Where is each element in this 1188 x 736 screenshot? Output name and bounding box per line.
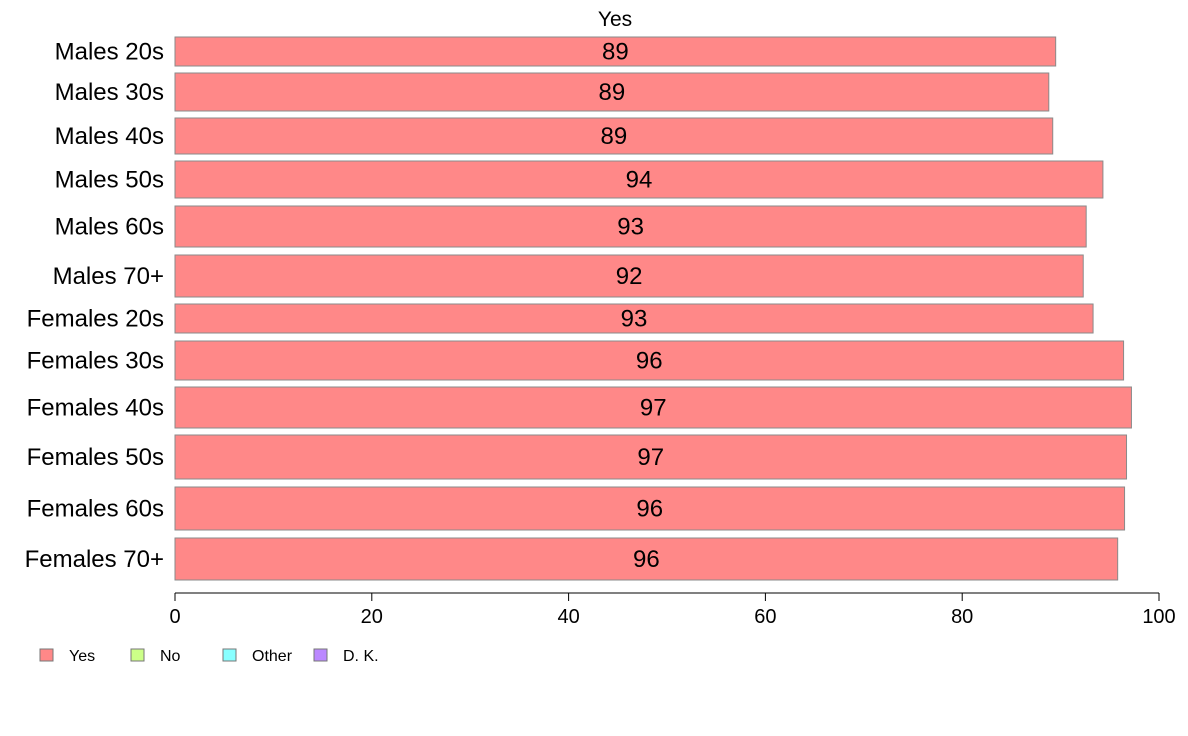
legend-label: Other (252, 648, 293, 665)
bar (174, 340, 1125, 381)
bar (174, 117, 1054, 155)
bar (174, 205, 1087, 248)
legend-swatch (222, 648, 237, 662)
legend-label: Yes (69, 648, 95, 665)
data-label: 89 (601, 123, 628, 150)
data-label: 94 (626, 167, 653, 194)
bars-group: Males 20s 89 Males 30s 89 Males 40s 89 Males 5… (25, 36, 1132, 581)
legend: Yes No Other D. K. (39, 648, 379, 665)
bar (174, 486, 1126, 531)
legend-swatch (130, 648, 145, 662)
x-tick-label: 60 (754, 606, 776, 628)
category-label: Females 60s (27, 496, 164, 523)
x-tick-label: 80 (951, 606, 973, 628)
x-tick-label: 0 (169, 606, 180, 628)
legend-swatch (39, 648, 54, 662)
data-label: 89 (602, 39, 629, 66)
data-label: 89 (599, 79, 626, 106)
category-label: Females 40s (27, 395, 164, 422)
x-tick-label: 100 (1142, 606, 1175, 628)
x-tick-label: 40 (557, 606, 579, 628)
bar (174, 434, 1128, 480)
x-tick-label: 20 (361, 606, 383, 628)
data-label: 96 (636, 496, 663, 523)
bar (174, 160, 1104, 199)
bar (174, 537, 1119, 581)
data-label: 97 (640, 395, 667, 422)
category-label: Males 50s (55, 167, 164, 194)
bar (174, 72, 1050, 112)
category-label: Females 50s (27, 444, 164, 471)
legend-label: D. K. (343, 648, 379, 665)
category-label: Males 30s (55, 79, 164, 106)
bar (174, 303, 1094, 334)
category-label: Males 60s (55, 214, 164, 241)
data-label: 97 (637, 444, 664, 471)
chart-title: Yes (598, 8, 632, 31)
category-label: Females 20s (27, 306, 164, 333)
data-label: 96 (633, 546, 660, 573)
category-label: Males 20s (55, 39, 164, 66)
category-label: Males 70+ (53, 263, 164, 290)
legend-label: No (160, 648, 181, 665)
data-label: 92 (616, 263, 643, 290)
x-axis: 0 20 40 60 80 100 (169, 592, 1176, 628)
bar (174, 36, 1057, 67)
category-label: Females 30s (27, 348, 164, 375)
data-label: 93 (617, 214, 644, 241)
category-label: Males 40s (55, 123, 164, 150)
data-label: 93 (621, 306, 648, 333)
bar (174, 386, 1132, 429)
data-label: 96 (636, 348, 663, 375)
legend-swatch (313, 648, 328, 662)
bar (174, 254, 1084, 298)
category-label: Females 70+ (25, 546, 164, 573)
